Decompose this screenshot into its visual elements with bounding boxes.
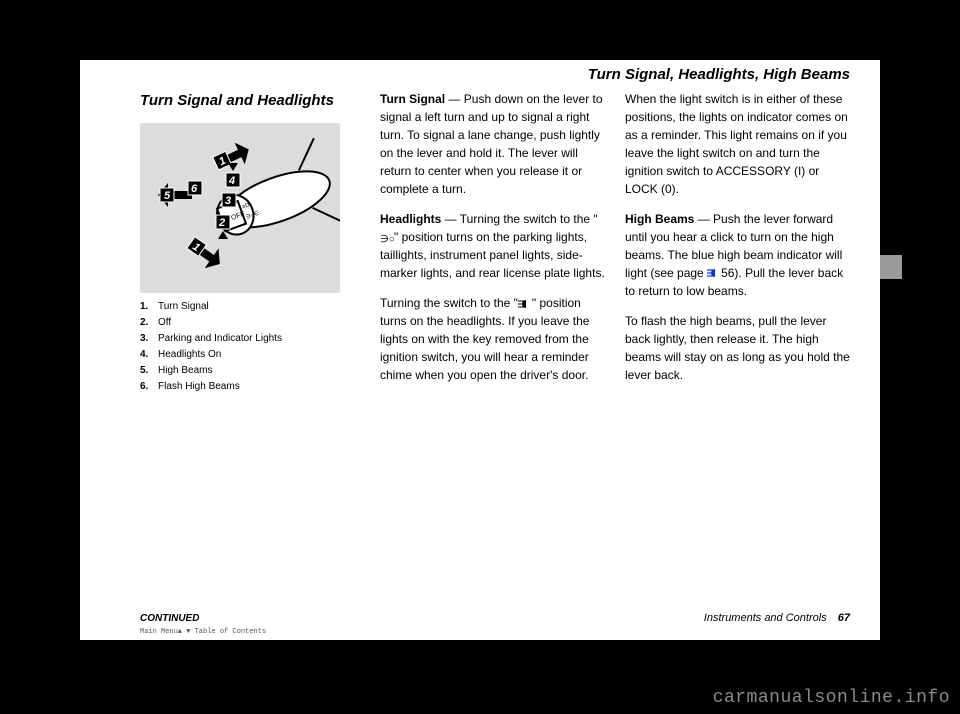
legend-item: 5.High Beams — [140, 363, 370, 379]
svg-text:3: 3 — [225, 195, 231, 207]
page-footer: Instruments and Controls 67 — [704, 612, 850, 624]
svg-text:6: 6 — [191, 183, 198, 195]
svg-text:5: 5 — [164, 190, 171, 202]
paragraph-flash-high-beams: To flash the high beams, pull the lever … — [625, 312, 855, 384]
illustration-legend: 1.Turn Signal 2.Off 3.Parking and Indica… — [140, 299, 370, 395]
nav-hint: Main Menu▲ ▼ Table of Contents — [140, 628, 266, 636]
section-heading: Turn Signal and Headlights — [140, 90, 370, 113]
column-3: When the light switch is in either of th… — [625, 90, 855, 396]
parking-lights-icon: ∋○∈ — [380, 233, 394, 243]
svg-text:4: 4 — [228, 175, 235, 187]
paragraph-lights-indicator: When the light switch is in either of th… — [625, 90, 855, 198]
manual-page: Turn Signal, Headlights, High Beams Turn… — [80, 60, 880, 640]
legend-item: 3.Parking and Indicator Lights — [140, 331, 370, 347]
column-2: Turn Signal — Push down on the lever to … — [380, 90, 610, 396]
svg-text:2: 2 — [218, 217, 225, 229]
legend-item: 1.Turn Signal — [140, 299, 370, 315]
paragraph-high-beams: High Beams — Push the lever forward unti… — [625, 210, 855, 300]
legend-item: 6.Flash High Beams — [140, 379, 370, 395]
subheading: High Beams — [625, 212, 694, 226]
paragraph-headlights-1: Headlights — Turning the switch to the "… — [380, 210, 610, 282]
subheading: Headlights — [380, 212, 441, 226]
watermark: carmanualsonline.info — [713, 688, 950, 708]
column-1: Turn Signal and Headlights OFF ≡D ∋○∈ — [140, 90, 370, 395]
paragraph-turn-signal: Turn Signal — Push down on the lever to … — [380, 90, 610, 198]
section-tab — [880, 255, 902, 279]
page-number: 67 — [838, 612, 850, 624]
svg-text:∋○∈: ∋○∈ — [380, 234, 394, 243]
continued-label: CONTINUED — [140, 613, 199, 624]
page-reference[interactable]: 56 — [721, 266, 734, 280]
lever-illustration: OFF ≡D ∋○∈ 1 1 — [140, 123, 340, 293]
high-beam-icon — [707, 268, 721, 278]
subheading: Turn Signal — [380, 92, 445, 106]
section-name: Instruments and Controls — [704, 612, 827, 624]
headlight-icon — [518, 299, 532, 309]
legend-item: 4.Headlights On — [140, 347, 370, 363]
page-title: Turn Signal, Headlights, High Beams — [588, 66, 850, 83]
paragraph-headlights-2: Turning the switch to the "" position tu… — [380, 294, 610, 384]
legend-item: 2.Off — [140, 315, 370, 331]
